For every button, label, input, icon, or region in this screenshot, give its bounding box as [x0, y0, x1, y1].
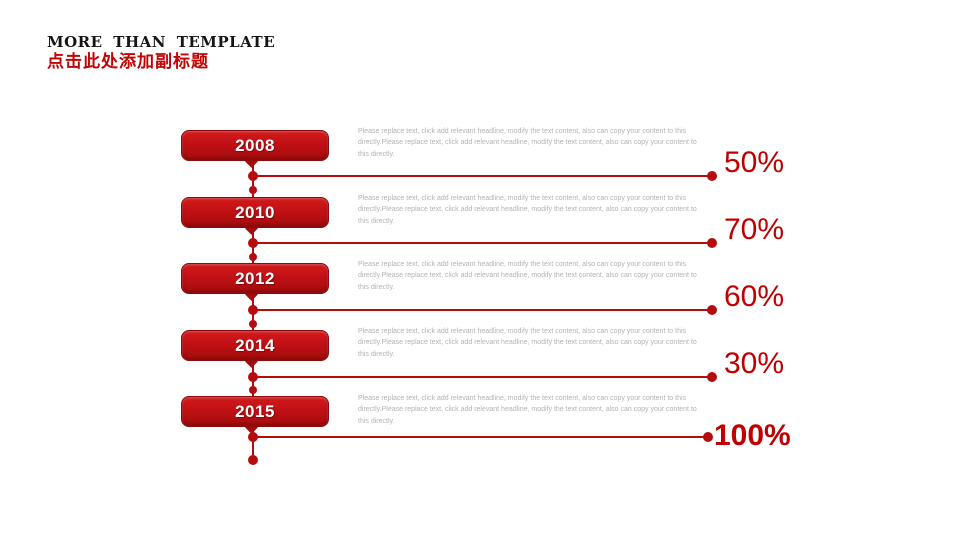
year-label: 2012 [235, 268, 275, 288]
year-label: 2015 [235, 401, 275, 421]
leader-line [253, 175, 712, 177]
placeholder-text: Please replace text, click add relevant … [358, 195, 697, 225]
percent-value: 30% [724, 347, 785, 380]
slide-header: MORE THAN TEMPLATE 点击此处添加副标题 [47, 33, 275, 73]
branch-dot [248, 171, 258, 181]
year-badge-2010: 2010 [181, 197, 329, 228]
leader-end-dot [707, 238, 717, 248]
percent-value: 60% [724, 280, 785, 313]
leader-line [253, 436, 708, 438]
branch-dot [248, 432, 258, 442]
spine-end-dot [248, 455, 258, 465]
year-badge-2015: 2015 [181, 396, 329, 427]
leader-end-dot [707, 305, 717, 315]
branch-dot [248, 372, 258, 382]
branch-dot [248, 238, 258, 248]
spine-dot [249, 320, 257, 328]
percent-value: 70% [724, 213, 785, 246]
leader-end-dot [707, 372, 717, 382]
percent-value: 100% [714, 419, 791, 452]
year-badge-2008: 2008 [181, 130, 329, 161]
spine-dot [249, 186, 257, 194]
year-badge-2012: 2012 [181, 263, 329, 294]
placeholder-text: Please replace text, click add relevant … [358, 395, 697, 425]
leader-line [253, 309, 712, 311]
year-label: 2014 [235, 335, 275, 355]
placeholder-text: Please replace text, click add relevant … [358, 328, 697, 358]
percent-value: 50% [724, 146, 785, 179]
branch-dot [248, 305, 258, 315]
placeholder-text: Please replace text, click add relevant … [358, 128, 697, 158]
leader-line [253, 376, 712, 378]
leader-end-dot [707, 171, 717, 181]
leader-line [253, 242, 712, 244]
slide-title: MORE THAN TEMPLATE [47, 33, 276, 51]
spine-dot [249, 253, 257, 261]
year-label: 2008 [235, 135, 275, 155]
slide-subtitle: 点击此处添加副标题 [47, 52, 209, 71]
leader-end-dot [703, 432, 713, 442]
year-badge-2014: 2014 [181, 330, 329, 361]
placeholder-text: Please replace text, click add relevant … [358, 261, 697, 291]
year-label: 2010 [235, 202, 275, 222]
spine-dot [249, 386, 257, 394]
